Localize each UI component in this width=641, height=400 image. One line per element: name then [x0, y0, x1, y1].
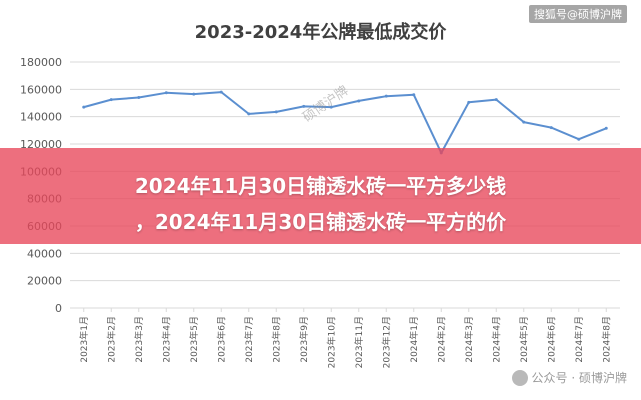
series-line — [82, 91, 608, 154]
data-point — [137, 96, 141, 100]
x-tick-label: 2024年6月 — [545, 316, 557, 363]
data-point — [522, 120, 526, 124]
y-tick-label: 120000 — [20, 138, 62, 151]
source-tag: 搜狐号@硕博沪牌 — [529, 5, 627, 23]
x-tick-label: 2023年12月 — [380, 316, 392, 368]
bottom-watermark: 公众号 · 硕博沪牌 — [511, 369, 627, 386]
data-point — [494, 98, 498, 102]
y-tick-label: 140000 — [20, 111, 62, 124]
data-point — [109, 98, 113, 102]
banner-line-1: 2024年11月30日铺透水砖一平方多少钱 — [134, 174, 507, 198]
data-point — [412, 93, 416, 97]
x-tick-label: 2024年5月 — [518, 316, 530, 363]
x-tick-label: 2023年11月 — [353, 316, 365, 368]
x-tick-label: 2024年8月 — [600, 316, 612, 363]
data-point — [219, 90, 223, 94]
data-point — [467, 100, 471, 104]
data-point — [357, 99, 361, 103]
x-tick-label: 2023年9月 — [298, 316, 310, 363]
data-point — [247, 112, 251, 116]
x-tick-label: 2024年2月 — [435, 316, 447, 363]
x-tick-label: 2023年10月 — [325, 316, 337, 368]
data-point — [329, 105, 333, 109]
banner-line-2: ，2024年11月30日铺透水砖一平方的价 — [134, 210, 507, 234]
x-tick-label: 2023年6月 — [215, 316, 227, 363]
data-point — [549, 126, 553, 130]
x-tick-label: 2023年8月 — [270, 316, 282, 363]
x-tick-label: 2024年3月 — [463, 316, 475, 363]
data-point — [384, 94, 388, 98]
y-tick-label: 160000 — [20, 83, 62, 96]
x-tick-label: 2024年1月 — [408, 316, 420, 363]
headline-banner: 2024年11月30日铺透水砖一平方多少钱 ，2024年11月30日铺透水砖一平… — [0, 148, 641, 244]
data-point — [302, 104, 306, 108]
chart-title: 2023-2024年公牌最低成交价 — [194, 22, 447, 43]
x-tick-label: 2023年1月 — [78, 316, 90, 363]
x-tick-label: 2023年7月 — [243, 316, 255, 363]
x-tick-label: 2023年5月 — [188, 316, 200, 363]
x-tick-label: 2024年4月 — [490, 316, 502, 363]
bottom-watermark-text: 公众号 · 硕博沪牌 — [531, 371, 627, 385]
y-tick-label: 180000 — [20, 56, 62, 69]
x-tick-label: 2023年3月 — [133, 316, 145, 363]
data-point — [164, 91, 168, 95]
data-point — [82, 105, 86, 109]
y-tick-label: 40000 — [27, 247, 62, 260]
data-point — [604, 126, 608, 130]
x-tick-label: 2024年7月 — [573, 316, 585, 363]
wechat-icon — [511, 369, 528, 386]
data-point — [192, 92, 196, 96]
x-tick-label: 2023年2月 — [105, 316, 117, 363]
x-tick-label: 2023年4月 — [160, 316, 172, 363]
data-point — [274, 110, 278, 114]
data-point — [577, 137, 581, 141]
y-tick-label: 0 — [55, 302, 62, 315]
y-tick-label: 20000 — [27, 275, 62, 288]
